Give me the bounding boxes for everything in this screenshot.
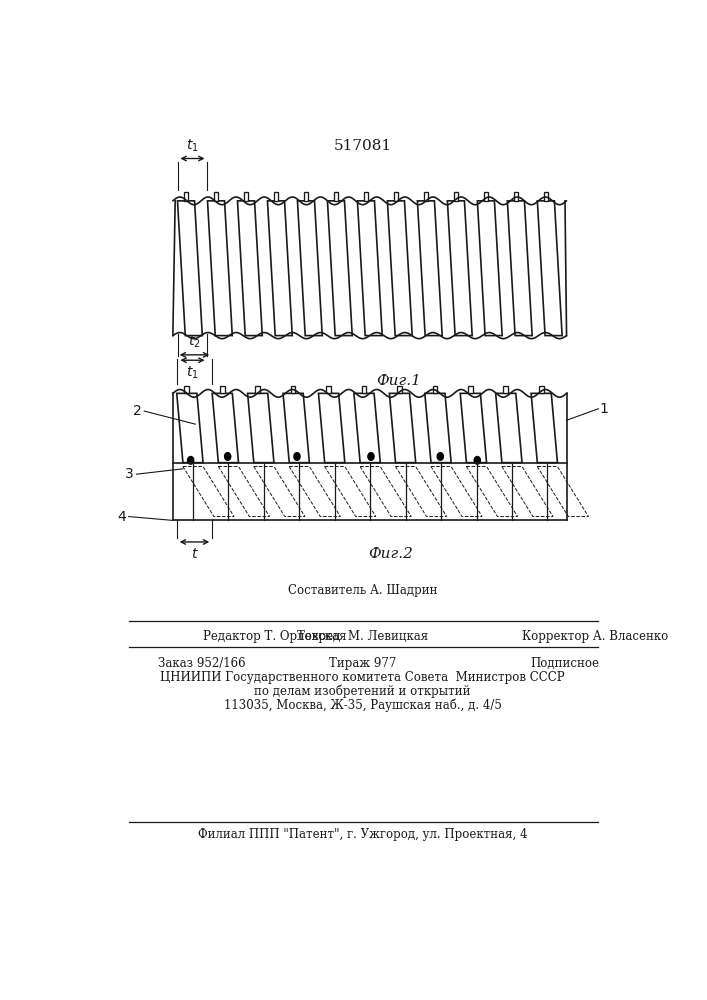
Polygon shape: [294, 453, 300, 460]
Text: ЦНИИПИ Государственного комитета Совета  Министров СССР: ЦНИИПИ Государственного комитета Совета …: [160, 671, 565, 684]
Polygon shape: [368, 453, 374, 460]
Polygon shape: [433, 386, 437, 393]
Polygon shape: [358, 201, 382, 336]
Polygon shape: [220, 386, 225, 393]
Polygon shape: [184, 192, 188, 201]
Text: Фиг.2: Фиг.2: [368, 547, 413, 561]
Polygon shape: [539, 386, 544, 393]
Polygon shape: [255, 386, 260, 393]
Polygon shape: [207, 201, 233, 336]
Text: Техред  М. Левицкая: Техред М. Левицкая: [297, 630, 428, 643]
Polygon shape: [390, 393, 416, 463]
Polygon shape: [214, 192, 218, 201]
Polygon shape: [503, 386, 508, 393]
Text: Фиг.1: Фиг.1: [376, 374, 421, 388]
Polygon shape: [298, 201, 322, 336]
Polygon shape: [177, 201, 202, 336]
Text: Подписное: Подписное: [530, 657, 599, 670]
Polygon shape: [425, 393, 451, 463]
Polygon shape: [448, 201, 472, 336]
Polygon shape: [363, 192, 368, 201]
Text: Корректор А. Власенко: Корректор А. Власенко: [522, 630, 669, 643]
Polygon shape: [454, 192, 458, 201]
Text: $t_1$: $t_1$: [186, 365, 199, 381]
Polygon shape: [387, 201, 412, 336]
Polygon shape: [291, 386, 296, 393]
Polygon shape: [274, 192, 279, 201]
Polygon shape: [544, 192, 548, 201]
Polygon shape: [397, 386, 402, 393]
Text: Заказ 952/166: Заказ 952/166: [158, 657, 246, 670]
Polygon shape: [283, 393, 310, 463]
Polygon shape: [537, 201, 562, 336]
Text: Филиал ППП "Патент", г. Ужгород, ул. Проектная, 4: Филиал ППП "Патент", г. Ужгород, ул. Про…: [198, 828, 527, 841]
Text: 1: 1: [600, 402, 609, 416]
Text: Составитель А. Шадрин: Составитель А. Шадрин: [288, 584, 438, 597]
Polygon shape: [484, 192, 489, 201]
Polygon shape: [437, 453, 443, 460]
Text: $t_2$: $t_2$: [188, 334, 201, 350]
Text: $t$: $t$: [190, 547, 199, 561]
Polygon shape: [185, 386, 189, 393]
Polygon shape: [327, 201, 352, 336]
Text: 113035, Москва, Ж-35, Раушская наб., д. 4/5: 113035, Москва, Ж-35, Раушская наб., д. …: [224, 698, 502, 712]
Polygon shape: [460, 393, 486, 463]
Polygon shape: [496, 393, 522, 463]
Polygon shape: [474, 457, 480, 464]
Text: Тираж 977: Тираж 977: [329, 657, 397, 670]
Polygon shape: [423, 192, 428, 201]
Polygon shape: [508, 201, 532, 336]
Polygon shape: [225, 453, 230, 460]
Polygon shape: [394, 192, 398, 201]
Polygon shape: [477, 201, 502, 336]
Polygon shape: [362, 386, 366, 393]
Polygon shape: [267, 201, 292, 336]
Polygon shape: [247, 393, 274, 463]
Polygon shape: [513, 192, 518, 201]
Polygon shape: [334, 192, 338, 201]
Polygon shape: [244, 192, 248, 201]
Polygon shape: [187, 457, 194, 464]
Text: 4: 4: [117, 510, 127, 524]
Text: 3: 3: [125, 467, 134, 481]
Polygon shape: [318, 393, 345, 463]
Text: по делам изобретений и открытий: по делам изобретений и открытий: [255, 684, 471, 698]
Polygon shape: [303, 192, 308, 201]
Polygon shape: [354, 393, 380, 463]
Polygon shape: [238, 201, 262, 336]
Text: 517081: 517081: [334, 139, 392, 153]
Text: $t_1$: $t_1$: [186, 137, 199, 154]
Polygon shape: [531, 393, 557, 463]
Text: Редактор Т. Орловская: Редактор Т. Орловская: [203, 630, 346, 643]
Polygon shape: [326, 386, 331, 393]
Polygon shape: [417, 201, 442, 336]
Polygon shape: [177, 393, 203, 463]
Text: 2: 2: [133, 404, 142, 418]
Polygon shape: [468, 386, 473, 393]
Polygon shape: [212, 393, 238, 463]
